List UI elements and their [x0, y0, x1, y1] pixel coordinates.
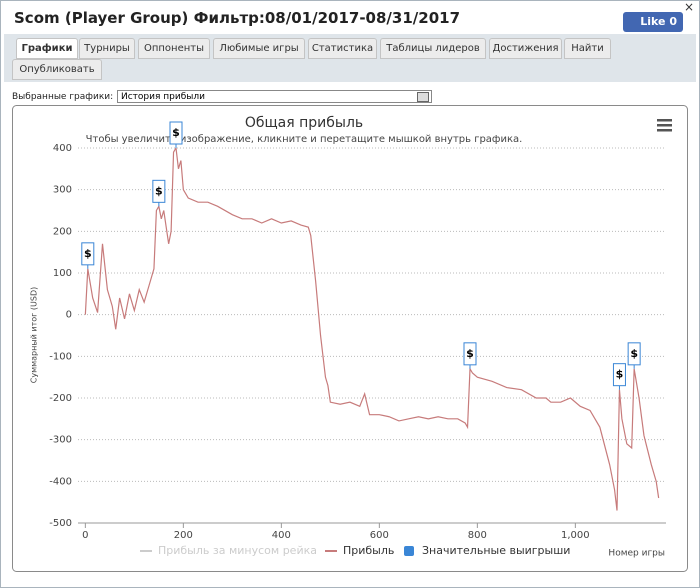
legend-swatch [404, 546, 414, 556]
y-tick-label: -400 [49, 476, 72, 487]
win-flag: $ [612, 363, 626, 390]
tab[interactable]: Оппоненты [138, 38, 210, 59]
x-tick-label: 800 [468, 530, 487, 541]
legend-label: Прибыль за минусом рейка [158, 544, 317, 557]
flag-label: $ [155, 184, 163, 197]
tab[interactable]: Найти [564, 38, 611, 59]
flag-box [612, 363, 626, 387]
y-tick-label: 0 [66, 310, 72, 321]
tab[interactable]: Таблицы лидеров [380, 38, 486, 59]
flag-label: $ [172, 126, 180, 139]
y-tick-label: 400 [53, 143, 72, 154]
tab[interactable]: Графики [16, 38, 78, 59]
win-flag: $ [81, 242, 95, 269]
tab[interactable]: Достижения [489, 38, 562, 59]
win-flag: $ [627, 342, 641, 369]
tab[interactable]: Турниры [79, 38, 135, 59]
window-title: Scom (Player Group) Фильтр:08/01/2017-08… [14, 9, 461, 27]
y-tick-label: -500 [49, 518, 72, 529]
x-tick-label: 600 [370, 530, 389, 541]
x-tick-label: 0 [82, 530, 88, 541]
chart-frame [12, 105, 688, 572]
y-tick-label: -100 [49, 351, 72, 362]
flag-label: $ [84, 247, 92, 260]
flag-label: $ [630, 347, 638, 360]
y-axis-label: Суммарный итог (USD) [30, 287, 39, 384]
x-tick-label: 1,000 [561, 530, 590, 541]
y-tick-label: 300 [53, 185, 72, 196]
chart-subtitle: Чтобы увеличить изображение, кликните и … [86, 134, 523, 145]
menu-icon[interactable] [657, 119, 672, 132]
selector-arrow[interactable] [417, 92, 429, 102]
flag-label: $ [616, 368, 624, 381]
y-tick-label: 100 [53, 268, 72, 279]
tab[interactable]: Статистика [308, 38, 377, 59]
selector-label: Выбранные графики: [12, 92, 114, 102]
tab[interactable]: Любимые игры [213, 38, 305, 59]
tab[interactable]: Опубликовать [12, 59, 102, 80]
flag-label: $ [466, 347, 474, 360]
flag-box [152, 179, 166, 203]
legend-label: Значительные выигрыши [422, 544, 570, 557]
x-tick-label: 400 [272, 530, 291, 541]
y-tick-label: -300 [49, 435, 72, 446]
win-flag: $ [463, 342, 477, 369]
chart-title: Общая прибыль [245, 115, 363, 131]
close-button[interactable]: × [684, 0, 695, 14]
flag-box [627, 342, 641, 366]
x-axis-label: Номер игры [608, 549, 665, 559]
y-tick-label: -200 [49, 393, 72, 404]
flag-box [463, 342, 477, 366]
win-flag: $ [169, 121, 183, 148]
flag-box [81, 242, 95, 266]
legend-label: Прибыль [343, 544, 394, 557]
like-button[interactable]: Like 0 [623, 12, 683, 32]
flag-box [169, 121, 183, 145]
win-flag: $ [152, 179, 166, 207]
chart: Общая прибыль Чтобы увеличить изображени… [12, 105, 688, 572]
y-tick-label: 200 [53, 226, 72, 237]
x-tick-label: 200 [174, 530, 193, 541]
selector[interactable]: История прибыли [117, 90, 432, 103]
profit-line [84, 146, 660, 511]
